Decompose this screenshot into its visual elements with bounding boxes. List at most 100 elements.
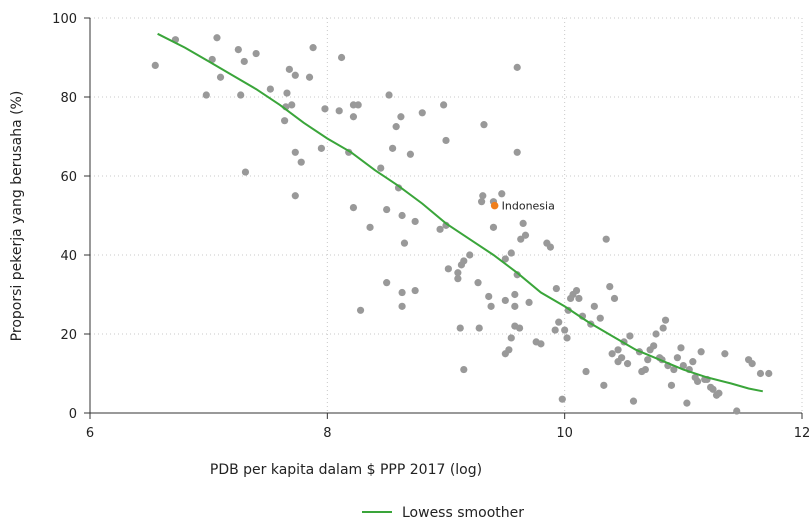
- data-point: [519, 219, 527, 227]
- data-point: [606, 283, 614, 291]
- y-tick-label: 20: [60, 328, 77, 343]
- highlight-point: [490, 201, 499, 210]
- data-point: [515, 324, 524, 332]
- data-point: [501, 296, 509, 305]
- data-point: [558, 395, 566, 403]
- data-point: [454, 269, 462, 277]
- data-point: [285, 65, 293, 73]
- y-tick-label: 40: [60, 249, 77, 264]
- highlight-point-group: Indonesia: [490, 200, 555, 213]
- y-tick-label: 80: [60, 91, 77, 106]
- data-point: [411, 217, 419, 226]
- data-point: [475, 324, 483, 332]
- data-point: [202, 91, 210, 99]
- data-point: [216, 73, 225, 81]
- data-point: [389, 144, 397, 152]
- data-point: [498, 190, 506, 198]
- data-point: [652, 330, 660, 338]
- data-point: [552, 284, 560, 293]
- data-point: [398, 302, 406, 310]
- x-tick-label: 8: [323, 426, 331, 441]
- data-point: [321, 105, 329, 113]
- data-point: [291, 148, 299, 156]
- y-tick-label: 60: [60, 170, 77, 185]
- x-tick-label: 6: [86, 426, 94, 441]
- data-point: [337, 53, 346, 62]
- data-point: [626, 332, 634, 340]
- data-point: [398, 211, 406, 220]
- data-point: [252, 49, 260, 58]
- data-point: [151, 61, 159, 69]
- data-point: [485, 292, 493, 301]
- data-point: [291, 71, 299, 79]
- data-point: [240, 57, 248, 66]
- data-point: [537, 340, 545, 348]
- data-point: [756, 369, 765, 378]
- scatter-points: [151, 34, 773, 415]
- data-point: [733, 407, 741, 415]
- data-point: [440, 101, 448, 109]
- data-point: [650, 342, 658, 350]
- y-tick-label: 100: [52, 12, 77, 27]
- data-point: [677, 344, 685, 352]
- y-tick-label: 0: [69, 407, 77, 422]
- data-point: [479, 192, 487, 200]
- data-point: [590, 302, 598, 310]
- data-point: [478, 198, 486, 206]
- data-point: [683, 399, 691, 407]
- data-point: [354, 101, 362, 109]
- data-point: [454, 275, 462, 283]
- data-point: [366, 223, 374, 231]
- data-point: [513, 63, 521, 71]
- smoother-line: [157, 32, 763, 393]
- data-point: [241, 168, 250, 176]
- data-point: [644, 356, 652, 364]
- data-point: [641, 365, 649, 374]
- annotation-label: Indonesia: [502, 200, 555, 213]
- data-point: [623, 360, 632, 368]
- data-point: [383, 205, 391, 214]
- data-point: [317, 144, 325, 152]
- data-point: [511, 290, 519, 299]
- grid: [89, 17, 803, 414]
- x-tick-label: 10: [556, 426, 573, 441]
- data-point: [349, 113, 358, 121]
- x-axis-title: PDB per kapita dalam $ PPP 2017 (log): [210, 462, 482, 478]
- data-point: [697, 348, 705, 356]
- data-point: [629, 397, 638, 405]
- x-tick-label: 12: [794, 426, 811, 441]
- data-point: [661, 316, 670, 324]
- data-point: [507, 334, 515, 342]
- data-point: [563, 334, 571, 342]
- data-point: [614, 346, 622, 354]
- legend: Lowess smoother: [362, 505, 524, 520]
- data-point: [281, 117, 289, 125]
- data-point: [305, 73, 314, 81]
- data-point: [288, 101, 296, 109]
- data-point: [673, 354, 682, 362]
- data-point: [237, 91, 245, 99]
- data-point: [213, 34, 221, 42]
- data-point: [266, 85, 274, 93]
- x-axis-ticks: 6 8 10 12: [86, 413, 810, 441]
- data-point: [397, 113, 405, 121]
- data-point: [411, 286, 419, 295]
- data-point: [575, 294, 583, 303]
- data-point: [501, 350, 509, 358]
- data-point: [501, 255, 509, 263]
- data-point: [335, 107, 343, 115]
- data-point: [670, 365, 678, 374]
- data-point: [596, 314, 604, 322]
- data-point: [507, 249, 515, 257]
- data-point: [748, 360, 756, 368]
- data-point: [572, 286, 581, 295]
- data-point: [460, 365, 468, 374]
- data-point: [667, 381, 676, 389]
- data-point: [679, 362, 687, 370]
- data-point: [466, 251, 474, 259]
- data-point: [525, 298, 533, 306]
- data-point: [356, 306, 365, 314]
- data-point: [392, 123, 400, 131]
- data-point: [456, 324, 464, 332]
- data-point: [444, 265, 452, 273]
